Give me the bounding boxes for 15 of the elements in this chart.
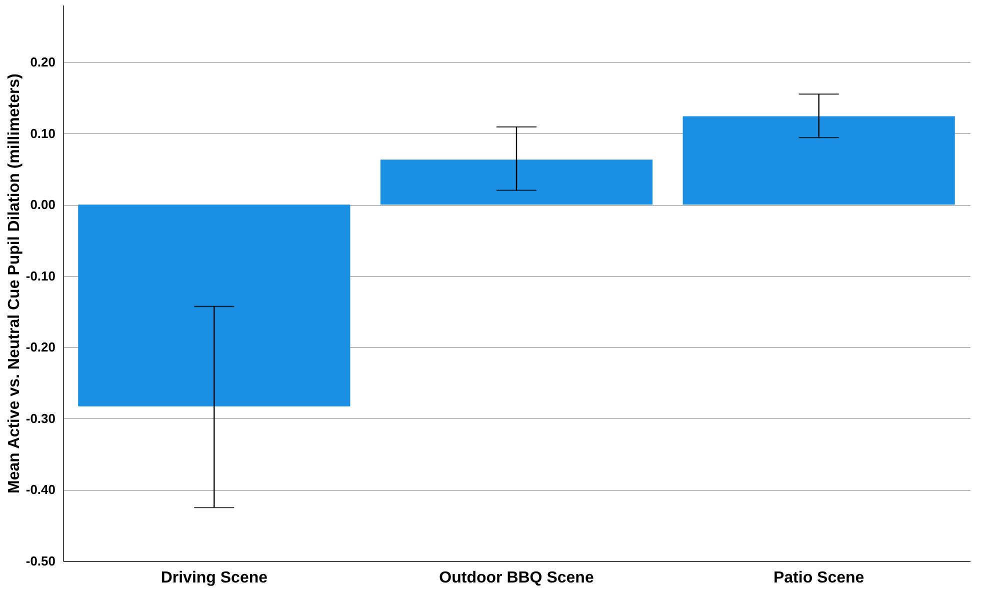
bar bbox=[380, 160, 653, 205]
y-axis-title: Mean Active vs. Neutral Cue Pupil Dilation (millimeters) bbox=[6, 74, 23, 494]
y-tick-label: -0.50 bbox=[26, 554, 56, 568]
bar bbox=[78, 204, 350, 406]
y-tick-label: 0.00 bbox=[30, 197, 56, 212]
y-tick-label: -0.10 bbox=[26, 268, 56, 284]
x-tick-label: Outdoor BBQ Scene bbox=[439, 570, 594, 586]
y-tick-label: 0.20 bbox=[30, 54, 56, 70]
x-tick-label: Driving Scene bbox=[160, 570, 268, 586]
y-tick-label: 0.10 bbox=[30, 126, 56, 141]
bar bbox=[682, 116, 955, 205]
y-tick-label: -0.30 bbox=[26, 410, 56, 426]
y-tick-label: -0.20 bbox=[26, 340, 56, 355]
y-tick-label: -0.40 bbox=[26, 482, 56, 498]
x-tick-label: Patio Scene bbox=[773, 570, 864, 586]
